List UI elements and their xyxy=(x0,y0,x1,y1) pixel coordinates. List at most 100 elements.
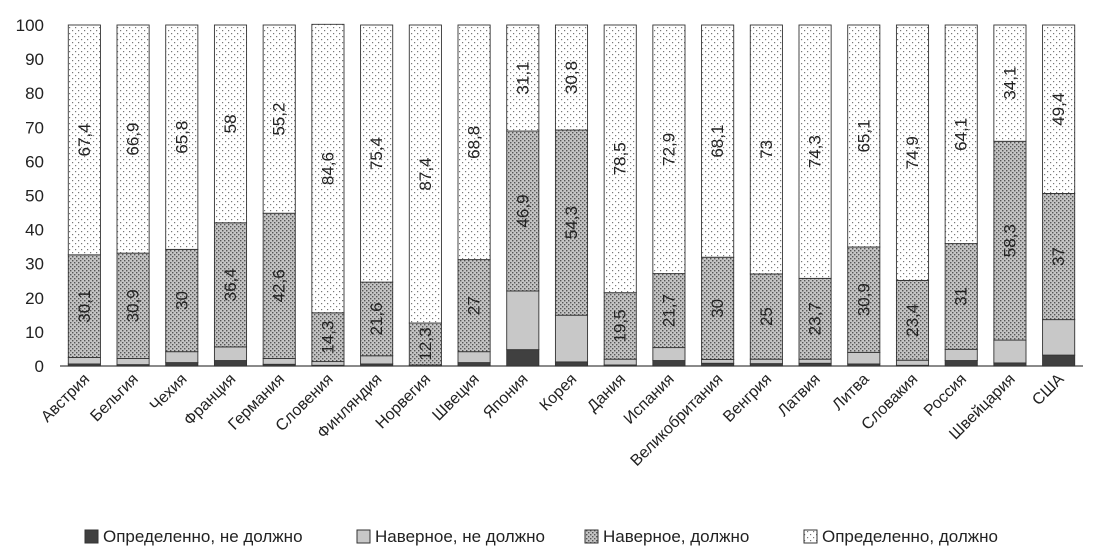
data-label: 19,5 xyxy=(611,309,630,342)
legend: Определенно, не должно Наверное, не должн… xyxy=(84,527,998,546)
y-tick-label: 100 xyxy=(16,16,44,35)
y-tick-label: 40 xyxy=(25,221,44,240)
bar-segment-3 xyxy=(895,279,930,361)
y-tick-label: 0 xyxy=(35,357,44,376)
x-tick-label: США xyxy=(1029,371,1067,409)
legend-label: Определенно, не должно xyxy=(103,527,303,546)
bar-segment-3 xyxy=(1042,193,1076,321)
data-label: 42,6 xyxy=(270,269,289,302)
bar-segment-4 xyxy=(749,24,783,275)
data-label: 67,4 xyxy=(75,123,94,156)
bar-segment-2 xyxy=(895,359,930,366)
bar-segment-3 xyxy=(506,130,540,292)
data-label: 30 xyxy=(708,299,727,318)
y-tick-label: 80 xyxy=(25,84,44,103)
data-label: 27 xyxy=(465,296,484,315)
bar-segment-2 xyxy=(652,347,686,361)
bar-segment-2 xyxy=(944,348,978,361)
data-label: 23,7 xyxy=(806,302,825,335)
bar-segment-4 xyxy=(701,24,735,258)
data-label: 54,3 xyxy=(562,206,581,239)
bar-segment-2 xyxy=(165,351,199,364)
bar-segment-2 xyxy=(262,358,296,365)
y-tick-label: 70 xyxy=(25,118,44,137)
data-label: 68,8 xyxy=(465,126,484,159)
bar-segment-4 xyxy=(311,23,345,314)
data-label: 49,4 xyxy=(1049,93,1068,126)
data-label: 73 xyxy=(757,140,776,159)
bar-segment-1 xyxy=(993,362,1027,367)
bar-segment-1 xyxy=(506,349,540,367)
bar-segment-4 xyxy=(67,24,101,256)
data-label: 65,8 xyxy=(172,121,191,154)
data-label: 21,7 xyxy=(659,294,678,327)
bar-segment-3 xyxy=(603,292,637,360)
bar-segment-4 xyxy=(506,24,540,132)
bar-segment-3 xyxy=(554,129,589,316)
data-label: 30,8 xyxy=(562,61,581,94)
bar-segment-2 xyxy=(554,314,589,363)
bar-segment-3 xyxy=(408,322,442,366)
bar-segment-4 xyxy=(847,24,881,248)
bar-segment-4 xyxy=(360,24,394,283)
data-label: 84,6 xyxy=(318,152,337,185)
x-tick-label: Латвия xyxy=(775,371,824,420)
data-label: 14,3 xyxy=(318,321,337,354)
x-tick-label: Бельгия xyxy=(87,371,141,425)
y-tick-label: 30 xyxy=(25,255,44,274)
bar-segment-1 xyxy=(1042,354,1076,367)
bar-segment-3 xyxy=(116,252,150,359)
x-tick-label: Австрия xyxy=(38,371,93,426)
bar-segment-2 xyxy=(798,358,832,364)
bar-segment-3 xyxy=(165,248,199,353)
bar-segment-4 xyxy=(165,24,199,250)
bar-segment-2 xyxy=(67,357,101,365)
data-label: 74,3 xyxy=(806,135,825,168)
data-label: 21,6 xyxy=(367,302,386,335)
data-label: 74,9 xyxy=(903,136,922,169)
data-label: 55,2 xyxy=(270,103,289,136)
data-label: 68,1 xyxy=(708,125,727,158)
bar-segment-2 xyxy=(360,355,394,365)
bar-segment-3 xyxy=(457,259,491,353)
bar-segment-4 xyxy=(652,24,686,275)
legend-label: Определенно, должно xyxy=(822,527,998,546)
bar-segment-4 xyxy=(1042,24,1076,194)
data-label: 12,3 xyxy=(416,327,435,360)
legend-swatch xyxy=(84,529,99,544)
x-tick-label: Литва xyxy=(829,371,872,414)
bar-segment-2 xyxy=(213,346,248,361)
data-label: 31,1 xyxy=(513,61,532,94)
data-label: 58 xyxy=(221,114,240,133)
data-label: 65,1 xyxy=(854,119,873,152)
bar-segment-3 xyxy=(847,246,881,353)
bar-segment-4 xyxy=(993,24,1027,142)
y-tick-label: 60 xyxy=(25,152,44,171)
bar-segment-1 xyxy=(652,360,686,367)
x-tick-label: Япония xyxy=(480,371,531,422)
bar-segment-4 xyxy=(213,24,248,224)
bar-segment-3 xyxy=(798,277,832,360)
bar-segment-4 xyxy=(603,24,637,294)
bar-segment-4 xyxy=(116,24,150,254)
bar-segment-3 xyxy=(213,222,248,348)
data-label: 31 xyxy=(952,287,971,306)
data-label: 78,5 xyxy=(611,142,630,175)
bar-segment-2 xyxy=(506,290,540,351)
bar-segment-2 xyxy=(1042,319,1076,356)
legend-swatch xyxy=(584,529,599,544)
data-label: 30,9 xyxy=(124,289,143,322)
bar-segment-4 xyxy=(457,24,491,261)
x-tick-label: Чехия xyxy=(147,371,191,415)
data-label: 30,1 xyxy=(75,290,94,323)
x-tick-label: Корея xyxy=(537,371,581,415)
x-tick-label: Венгрия xyxy=(720,371,775,426)
data-label: 23,4 xyxy=(903,304,922,337)
data-label: 87,4 xyxy=(416,157,435,190)
bar-segment-3 xyxy=(749,273,783,360)
x-tick-label: Швеция xyxy=(429,371,482,424)
bar-segment-2 xyxy=(993,339,1027,364)
bar-segment-2 xyxy=(116,358,150,366)
bar-segment-3 xyxy=(652,273,686,349)
